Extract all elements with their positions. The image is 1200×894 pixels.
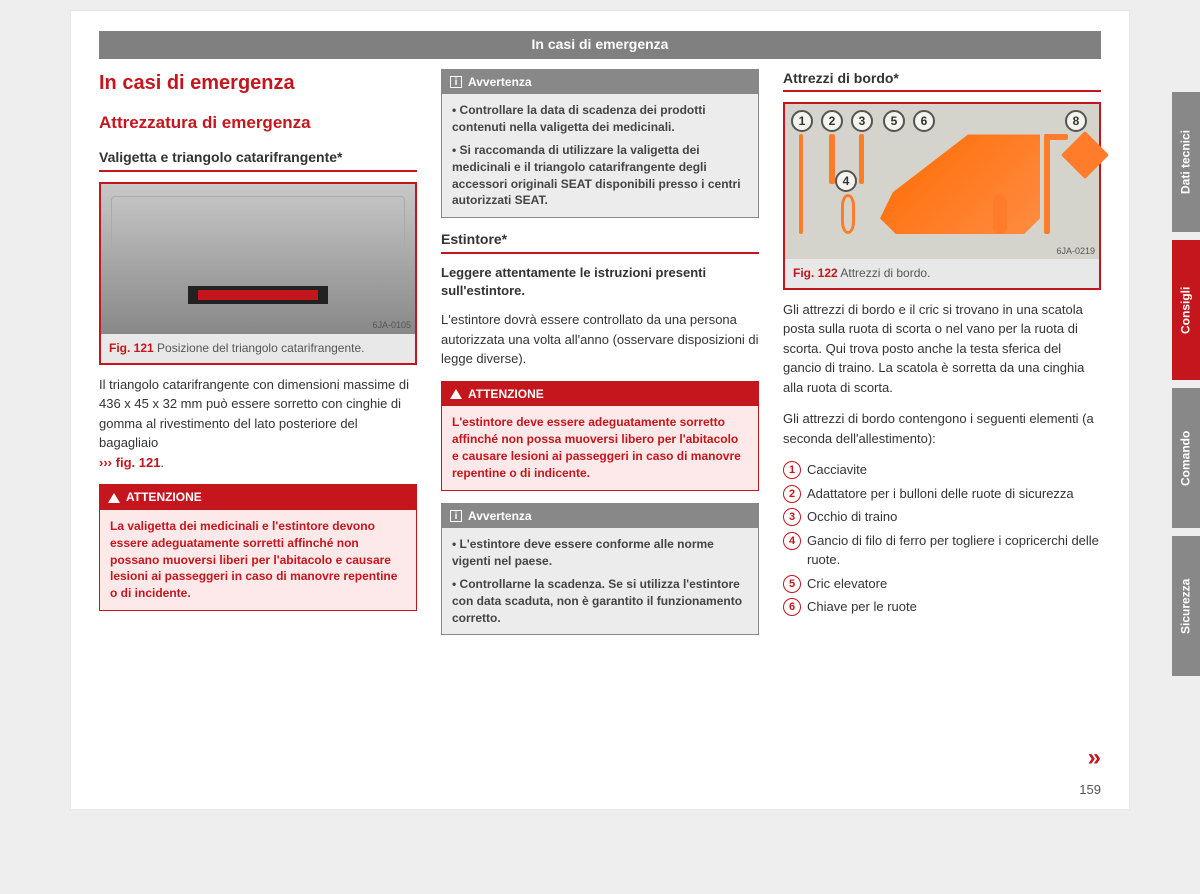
- note-box-2: i Avvertenza • L'estintore deve essere c…: [441, 503, 759, 636]
- marker-3: 3: [851, 110, 873, 132]
- info-icon: i: [450, 510, 462, 522]
- content-columns: In casi di emergenza Attrezzatura di eme…: [99, 69, 1101, 648]
- fig-ref-122: Fig. 122: [793, 266, 838, 280]
- figure-122: 1 2 3 5 6 4 7 8 6JA-0: [783, 102, 1101, 290]
- tool-eye: [859, 134, 864, 184]
- subsection-tools: Attrezzi di bordo*: [783, 69, 1101, 93]
- tool-text-6: Chiave per le ruote: [807, 597, 917, 617]
- tool-item-2: 2 Adattatore per i bulloni delle ruote di…: [783, 484, 1101, 504]
- circled-4: 4: [783, 532, 801, 550]
- tool-plate: [1061, 131, 1109, 179]
- tool-wrench-head: [1044, 134, 1068, 140]
- tool-item-6: 6 Chiave per le ruote: [783, 597, 1101, 617]
- warning-icon: [108, 493, 120, 503]
- tab-comando[interactable]: Comando: [1172, 388, 1200, 528]
- circled-5: 5: [783, 575, 801, 593]
- attention-title-2: ATTENZIONE: [468, 386, 544, 403]
- tools-list: 1 Cacciavite 2 Adattatore per i bulloni de…: [783, 460, 1101, 617]
- header-bar: In casi di emergenza: [99, 31, 1101, 59]
- page-number: 159: [1079, 781, 1101, 799]
- tool-item-5: 5 Cric elevatore: [783, 574, 1101, 594]
- column-2: i Avvertenza • Controllare la data di sc…: [441, 69, 759, 648]
- body-text-triangle: Il triangolo catarifrangente con dimensi…: [99, 375, 417, 473]
- attention-box-1: ATTENZIONE La valigetta dei medicinali e…: [99, 484, 417, 611]
- tool-item-3: 3 Occhio di traino: [783, 507, 1101, 527]
- attention-box-2: ATTENZIONE L'estintore deve essere adegu…: [441, 381, 759, 491]
- column-1: In casi di emergenza Attrezzatura di eme…: [99, 69, 417, 648]
- figure-121-caption: Fig. 121 Posizione del triangolo catarif…: [101, 334, 415, 363]
- attention-body-1: La valigetta dei medicinali e l'estintor…: [100, 510, 416, 610]
- note-head-2: i Avvertenza: [442, 504, 758, 529]
- note1-bullet-1: Controllare la data di scadenza dei prod…: [452, 103, 706, 134]
- marker-8: 8: [1065, 110, 1087, 132]
- circled-6: 6: [783, 598, 801, 616]
- attention-head-1: ATTENZIONE: [100, 485, 416, 510]
- subsection-extinguisher: Estintore*: [441, 230, 759, 254]
- fig-ref-121: Fig. 121: [109, 341, 154, 355]
- info-icon: i: [450, 76, 462, 88]
- section-title: Attrezzatura di emergenza: [99, 111, 417, 135]
- extinguisher-lead: Leggere attentamente le istruzioni prese…: [441, 264, 759, 300]
- chapter-title: In casi di emergenza: [99, 69, 417, 97]
- note2-bullet-1: L'estintore deve essere conforme alle no…: [452, 537, 714, 568]
- circled-2: 2: [783, 485, 801, 503]
- attention-title-1: ATTENZIONE: [126, 489, 202, 506]
- tool-crank: [993, 194, 1007, 234]
- body-text-1: Il triangolo catarifrangente con dimensi…: [99, 377, 409, 451]
- warning-icon: [450, 389, 462, 399]
- extinguisher-body: L'estintore dovrà essere controllato da …: [441, 310, 759, 369]
- circled-3: 3: [783, 508, 801, 526]
- note-body-2: • L'estintore deve essere conforme alle …: [442, 528, 758, 634]
- figure-121-image: 6JA-0105: [101, 184, 415, 334]
- figure-122-caption: Fig. 122 Attrezzi di bordo.: [785, 259, 1099, 288]
- tool-text-4: Gancio di filo di ferro per togliere i c…: [807, 531, 1101, 570]
- column-3: Attrezzi di bordo* 1 2 3 5 6 4 7 8: [783, 69, 1101, 648]
- tool-adapter: [829, 134, 835, 184]
- side-tabs: Dati tecnici Consigli Comando Sicurezza: [1172, 92, 1200, 684]
- tool-item-4: 4 Gancio di filo di ferro per togliere i …: [783, 531, 1101, 570]
- note2-bullet-2: Controllarne la scadenza. Se si utilizza…: [452, 577, 742, 625]
- tool-screwdriver: [799, 134, 803, 234]
- tool-wrench: [1044, 134, 1050, 234]
- subsection-medkit: Valigetta e triangolo catarifrangente*: [99, 148, 417, 172]
- tab-sicurezza[interactable]: Sicurezza: [1172, 536, 1200, 676]
- marker-6: 6: [913, 110, 935, 132]
- figure-code: 6JA-0105: [372, 319, 411, 332]
- manual-page: In casi di emergenza In casi di emergenz…: [70, 10, 1130, 810]
- jack-illustration: [880, 129, 1040, 234]
- tools-body-2: Gli attrezzi di bordo contengono i segue…: [783, 409, 1101, 448]
- crossref-arrows: ›››: [99, 455, 112, 470]
- tool-item-1: 1 Cacciavite: [783, 460, 1101, 480]
- tab-consigli[interactable]: Consigli: [1172, 240, 1200, 380]
- tool-text-5: Cric elevatore: [807, 574, 887, 594]
- marker-5: 5: [883, 110, 905, 132]
- tools-body-1: Gli attrezzi di bordo e il cric si trova…: [783, 300, 1101, 398]
- fig-caption-text: Posizione del triangolo catarifrangente.: [157, 341, 364, 355]
- note1-bullet-2: Si raccomanda di utilizzare la valigetta…: [452, 143, 741, 207]
- tool-towhook: [841, 194, 855, 234]
- figure-122-image: 1 2 3 5 6 4 7 8 6JA-0: [785, 104, 1099, 259]
- continue-mark: »: [1088, 741, 1101, 775]
- marker-4: 4: [835, 170, 857, 192]
- figure-code-122: 6JA-0219: [1056, 245, 1095, 258]
- tool-text-3: Occhio di traino: [807, 507, 897, 527]
- tool-text-1: Cacciavite: [807, 460, 867, 480]
- note-head-1: i Avvertenza: [442, 70, 758, 95]
- note-box-1: i Avvertenza • Controllare la data di sc…: [441, 69, 759, 219]
- tab-dati-tecnici[interactable]: Dati tecnici: [1172, 92, 1200, 232]
- fig-link-121: fig. 121: [116, 455, 161, 470]
- tool-text-2: Adattatore per i bulloni delle ruote di …: [807, 484, 1074, 504]
- circled-1: 1: [783, 461, 801, 479]
- note-body-1: • Controllare la data di scadenza dei pr…: [442, 94, 758, 217]
- fig-caption-text-122: Attrezzi di bordo.: [840, 266, 930, 280]
- figure-121: 6JA-0105 Fig. 121 Posizione del triangol…: [99, 182, 417, 365]
- attention-body-2: L'estintore deve essere adeguatamente so…: [442, 406, 758, 489]
- marker-1: 1: [791, 110, 813, 132]
- note-title-2: Avvertenza: [468, 508, 532, 525]
- attention-head-2: ATTENZIONE: [442, 382, 758, 407]
- note-title-1: Avvertenza: [468, 74, 532, 91]
- marker-2: 2: [821, 110, 843, 132]
